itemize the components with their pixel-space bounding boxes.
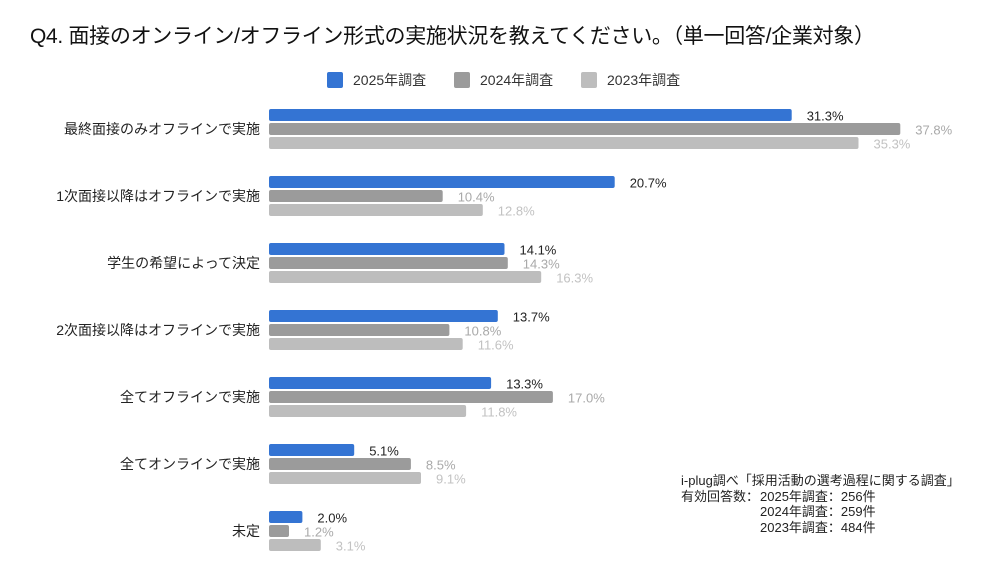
bar-2024	[269, 123, 901, 135]
value-label-2025: 31.3%	[807, 109, 844, 124]
legend-item-2024: 2024年調査	[454, 70, 581, 90]
value-label-2023: 9.1%	[436, 472, 466, 487]
value-label-2025: 13.7%	[513, 310, 550, 325]
bar-2024	[269, 190, 443, 202]
bar-2023	[269, 204, 483, 216]
value-label-2024: 14.3%	[523, 257, 560, 272]
category-label: 学生の希望によって決定	[107, 255, 260, 271]
legend-label-2024: 2024年調査	[480, 72, 554, 88]
category-label: 全てオフラインで実施	[120, 389, 260, 405]
value-label-2023: 12.8%	[498, 204, 535, 219]
bar-2023	[269, 405, 467, 417]
bar-2025	[269, 109, 792, 121]
category-group: 全てオンラインで実施 5.1% 8.5%9.1%	[120, 444, 466, 487]
chart-title: Q4. 面接のオンライン/オフライン形式の実施状況を教えてください。（単一回答/…	[30, 25, 875, 48]
bar-2024	[269, 391, 553, 403]
value-label-2023: 16.3%	[556, 271, 593, 286]
category-label: 全てオンラインで実施	[120, 456, 260, 472]
value-label-2024: 1.2%	[304, 525, 334, 540]
category-group: 最終面接のみオフラインで実施 31.3% 37.8% 35.3%	[64, 109, 953, 152]
category-label: 最終面接のみオフラインで実施	[64, 121, 260, 137]
legend-item-2025: 2025年調査	[327, 70, 454, 90]
value-label-2025: 5.1%	[369, 444, 399, 459]
category-group: 学生の希望によって決定 14.1%14.3%16.3%	[107, 243, 593, 286]
bar-2025	[269, 176, 615, 188]
value-label-2024: 10.4%	[458, 190, 495, 205]
value-label-2023: 11.6%	[478, 338, 514, 353]
legend-swatch-2023	[581, 72, 597, 88]
legend-label-2025: 2025年調査	[353, 72, 427, 88]
value-label-2025: 14.1%	[520, 243, 557, 258]
bar-2023	[269, 338, 463, 350]
response-count-2025: 2025年調査：256件	[760, 488, 876, 504]
bar-2023	[269, 271, 542, 283]
legend-label-2023: 2023年調査	[607, 72, 681, 88]
bar-2023	[269, 137, 859, 149]
category-label: 2次面接以降はオフラインで実施	[56, 322, 260, 338]
value-label-2024: 37.8%	[915, 123, 952, 138]
source-note: i-plug調べ「採用活動の選考過程に関する調査」 有効回答数： 2025年調査…	[681, 473, 960, 535]
bar-2023	[269, 472, 421, 484]
legend-swatch-2024	[454, 72, 470, 88]
category-group: 2次面接以降はオフラインで実施 13.7% 10.8%11.6%	[56, 310, 550, 353]
value-label-2023: 35.3%	[874, 137, 911, 152]
response-counts: 有効回答数： 2025年調査：256件 2024年調査：259件 2023年調査…	[681, 489, 960, 536]
source-text: i-plug調べ「採用活動の選考過程に関する調査」	[681, 473, 960, 488]
response-count-2024: 2024年調査：259件	[760, 504, 876, 519]
bar-2023	[269, 539, 321, 551]
bar-2024	[269, 525, 289, 537]
value-label-2023: 11.8%	[481, 405, 517, 420]
value-label-2025: 13.3%	[506, 377, 543, 392]
category-group: 1次面接以降はオフラインで実施 20.7% 10.4%12.8%	[56, 176, 667, 219]
value-label-2024: 8.5%	[426, 458, 456, 473]
response-counts-label: 有効回答数：	[681, 488, 760, 504]
response-count-2023: 2023年調査：484件	[760, 519, 876, 535]
bar-2024	[269, 257, 508, 269]
legend-item-2023: 2023年調査	[581, 70, 708, 90]
bar-2025	[269, 310, 498, 322]
value-label-2025: 2.0%	[317, 511, 347, 526]
value-label-2023: 3.1%	[336, 539, 366, 554]
bar-2025	[269, 243, 505, 255]
bar-2024	[269, 458, 411, 470]
bar-2025	[269, 511, 303, 523]
legend: 2025年調査 2024年調査 2023年調査	[327, 71, 708, 89]
category-label: 未定	[232, 523, 260, 539]
category-group: 全てオフラインで実施 13.3% 17.0% 11.8%	[120, 377, 605, 420]
category-group: 未定 2.0%1.2%3.1%	[232, 511, 366, 554]
bar-2024	[269, 324, 450, 336]
bar-2025	[269, 444, 355, 456]
legend-swatch-2025	[327, 72, 343, 88]
bar-2025	[269, 377, 492, 389]
value-label-2024: 17.0%	[568, 391, 605, 406]
category-label: 1次面接以降はオフラインで実施	[56, 188, 260, 204]
value-label-2024: 10.8%	[464, 324, 501, 339]
value-label-2025: 20.7%	[630, 176, 667, 191]
